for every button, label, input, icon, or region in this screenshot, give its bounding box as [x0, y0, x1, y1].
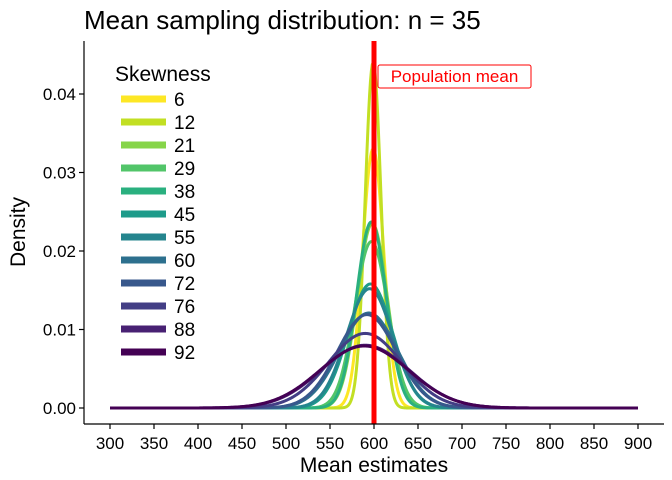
legend-label-92: 92: [174, 343, 195, 364]
legend-label-45: 45: [174, 205, 195, 226]
y-tick-label: 0.04: [43, 85, 76, 104]
legend-label-55: 55: [174, 228, 195, 249]
x-tick-label: 900: [624, 434, 652, 453]
x-tick-label: 850: [580, 434, 608, 453]
population-mean-label-text: Population mean: [391, 67, 519, 86]
legend-label-60: 60: [174, 251, 195, 272]
legend-label-21: 21: [174, 136, 195, 157]
x-tick-label: 700: [448, 434, 476, 453]
legend-label-72: 72: [174, 274, 195, 295]
x-tick-label: 750: [492, 434, 520, 453]
y-tick-label: 0.01: [43, 321, 76, 340]
legend-label-12: 12: [174, 113, 195, 134]
legend-label-76: 76: [174, 297, 195, 318]
population-mean-label: Population mean: [377, 64, 532, 89]
population-mean-label-box: [377, 64, 532, 89]
y-tick-label: 0.03: [43, 164, 76, 183]
x-axis-label: Mean estimates: [300, 454, 448, 477]
legend-label-38: 38: [174, 182, 195, 203]
legend-label-88: 88: [174, 320, 195, 341]
y-ticks: 0.00 0.01 0.02 0.03 0.04: [43, 85, 84, 418]
x-tick-label: 500: [272, 434, 300, 453]
x-tick-label: 650: [404, 434, 432, 453]
legend-label-6: 6: [174, 90, 185, 111]
y-axis-label: Density: [7, 196, 30, 267]
x-ticks: 300 350 400 450 500 550 600 650 700 750 800 850 900: [96, 424, 652, 453]
y-tick-label: 0.02: [43, 242, 76, 261]
x-tick-label: 800: [536, 434, 564, 453]
chart-title: Mean sampling distribution: n = 35: [84, 5, 481, 35]
legend-title: Skewness: [115, 63, 211, 86]
x-tick-label: 300: [96, 434, 124, 453]
x-tick-label: 350: [140, 434, 168, 453]
x-tick-label: 450: [228, 434, 256, 453]
legend-label-29: 29: [174, 159, 195, 180]
x-tick-label: 400: [184, 434, 212, 453]
y-tick-label: 0.00: [43, 399, 76, 418]
x-tick-label: 550: [316, 434, 344, 453]
x-tick-label: 600: [360, 434, 388, 453]
